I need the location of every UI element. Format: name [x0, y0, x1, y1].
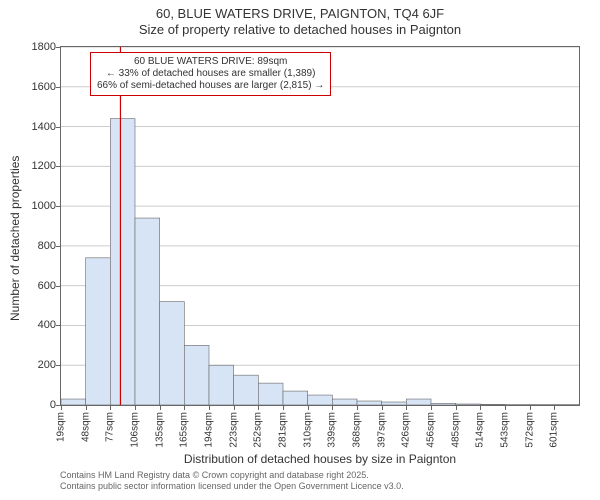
x-tick-label: 48sqm [80, 412, 91, 442]
x-tick-label: 368sqm [352, 412, 363, 448]
y-tick-mark [56, 325, 60, 326]
y-tick-mark [56, 405, 60, 406]
y-tick-label: 400 [16, 319, 56, 331]
x-tick-mark [505, 406, 506, 410]
x-tick-label: 601sqm [549, 412, 560, 448]
y-tick-mark [56, 87, 60, 88]
y-tick-mark [56, 365, 60, 366]
x-tick-label: 135sqm [154, 412, 165, 448]
annotation-line-1: 60 BLUE WATERS DRIVE: 89sqm [97, 56, 324, 68]
x-tick-mark [234, 406, 235, 410]
x-tick-label: 514sqm [475, 412, 486, 448]
y-tick-mark [56, 166, 60, 167]
y-axis-label: Number of detached properties [8, 156, 22, 321]
y-tick-mark [56, 286, 60, 287]
x-tick-label: 572sqm [524, 412, 535, 448]
chart-title: 60, BLUE WATERS DRIVE, PAIGNTON, TQ4 6JF… [0, 6, 600, 38]
annotation-line-2: ← 33% of detached houses are smaller (1,… [97, 68, 324, 80]
annotation-line-3: 66% of semi-detached houses are larger (… [97, 80, 324, 92]
chart-container: 60, BLUE WATERS DRIVE, PAIGNTON, TQ4 6JF… [0, 0, 600, 500]
x-tick-label: 77sqm [105, 412, 116, 442]
x-tick-mark [283, 406, 284, 410]
y-tick-label: 800 [16, 240, 56, 252]
y-tick-mark [56, 47, 60, 48]
x-tick-mark [554, 406, 555, 410]
footer-line-2: Contains public sector information licen… [60, 481, 580, 492]
x-tick-mark [86, 406, 87, 410]
x-tick-mark [184, 406, 185, 410]
x-tick-label: 310sqm [302, 412, 313, 448]
x-tick-mark [135, 406, 136, 410]
annotation-box: 60 BLUE WATERS DRIVE: 89sqm ← 33% of det… [90, 52, 331, 96]
y-tick-label: 1600 [16, 81, 56, 93]
x-tick-mark [110, 406, 111, 410]
x-tick-mark [332, 406, 333, 410]
y-tick-label: 600 [16, 280, 56, 292]
y-tick-label: 1800 [16, 41, 56, 53]
y-tick-mark [56, 127, 60, 128]
x-tick-label: 19sqm [56, 412, 67, 442]
footer-line-1: Contains HM Land Registry data © Crown c… [60, 470, 580, 481]
x-tick-mark [209, 406, 210, 410]
x-tick-label: 165sqm [179, 412, 190, 448]
footer-text: Contains HM Land Registry data © Crown c… [60, 470, 580, 492]
y-tick-label: 1400 [16, 121, 56, 133]
x-tick-mark [382, 406, 383, 410]
y-tick-mark [56, 246, 60, 247]
x-tick-label: 397sqm [376, 412, 387, 448]
x-tick-label: 223sqm [228, 412, 239, 448]
title-line-1: 60, BLUE WATERS DRIVE, PAIGNTON, TQ4 6JF [0, 6, 600, 22]
x-tick-mark [406, 406, 407, 410]
x-tick-label: 426sqm [401, 412, 412, 448]
x-tick-label: 252sqm [253, 412, 264, 448]
x-tick-label: 339sqm [327, 412, 338, 448]
y-tick-mark [56, 206, 60, 207]
x-tick-label: 106sqm [130, 412, 141, 448]
x-tick-mark [480, 406, 481, 410]
x-tick-mark [456, 406, 457, 410]
x-tick-label: 543sqm [500, 412, 511, 448]
x-tick-label: 281sqm [278, 412, 289, 448]
plot-svg [61, 47, 579, 405]
x-tick-mark [308, 406, 309, 410]
x-tick-mark [258, 406, 259, 410]
y-tick-label: 0 [16, 399, 56, 411]
x-tick-label: 456sqm [426, 412, 437, 448]
y-tick-label: 200 [16, 359, 56, 371]
histogram-bars [61, 119, 579, 405]
y-tick-label: 1200 [16, 160, 56, 172]
title-line-2: Size of property relative to detached ho… [0, 22, 600, 38]
x-tick-mark [357, 406, 358, 410]
x-tick-mark [61, 406, 62, 410]
y-tick-label: 1000 [16, 200, 56, 212]
x-axis-label: Distribution of detached houses by size … [60, 452, 580, 466]
x-tick-mark [431, 406, 432, 410]
x-tick-label: 194sqm [204, 412, 215, 448]
x-tick-mark [160, 406, 161, 410]
x-tick-label: 485sqm [450, 412, 461, 448]
x-tick-mark [530, 406, 531, 410]
plot-area [60, 46, 580, 406]
